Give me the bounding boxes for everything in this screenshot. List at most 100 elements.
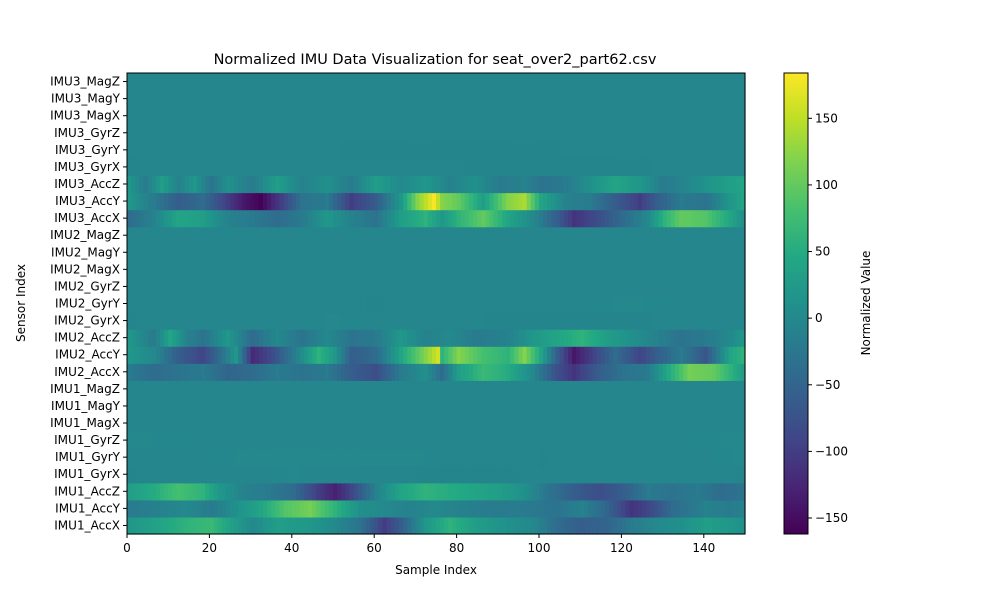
heatmap-cell [131,516,136,535]
heatmap-cell [580,90,585,108]
heatmap-cell [501,124,507,142]
heatmap-cell [415,124,421,142]
heatmap-cell [728,380,734,398]
heatmap-cell [390,346,396,364]
heatmap-cell [267,107,272,125]
heatmap-cell [415,465,421,484]
heatmap-cell [580,226,585,245]
heatmap-cell [609,363,614,381]
heatmap-cell [192,448,198,467]
heatmap-cell [407,192,412,211]
heatmap-cell [378,141,384,159]
heatmap-cell [473,499,478,518]
heatmap-cell [621,499,627,518]
heatmap-cell [695,516,701,535]
heatmap-cell [712,431,717,450]
heatmap-row-IMU1_MagZ [127,380,746,398]
heatmap-cell [740,192,746,211]
heatmap-cell [258,226,264,245]
heatmap-cell [283,260,289,279]
heatmap-cell [654,312,660,330]
heatmap-cell [444,107,449,125]
heatmap-cell [555,107,561,125]
heatmap-cell [567,363,573,381]
heatmap-cell [147,465,153,484]
heatmap-cell [403,329,408,347]
heatmap-cell [147,158,153,177]
heatmap-cell [609,346,614,364]
heatmap-cell [168,499,173,518]
heatmap-cell [539,329,544,347]
heatmap-cell [333,346,338,364]
heatmap-cell [221,516,227,535]
heatmap-cell [164,482,169,501]
heatmap-cell [699,465,705,484]
heatmap-cell [646,209,651,228]
heatmap-cell [419,448,425,467]
heatmap-cell [683,209,688,228]
heatmap-cell [534,141,540,159]
heatmap-cell [555,175,561,194]
heatmap-cell [444,209,449,228]
heatmap-cell [600,209,606,228]
heatmap-cell [489,448,495,467]
heatmap-cell [180,465,186,484]
heatmap-cell [407,448,412,467]
heatmap-cell [238,448,243,467]
heatmap-cell [456,124,462,142]
heatmap-cell [164,107,169,125]
heatmap-cell [530,90,536,108]
heatmap-cell [551,73,557,91]
heatmap-cell [539,465,544,484]
heatmap-cell [642,380,647,398]
heatmap-cell [349,243,355,262]
heatmap-cell [221,209,227,228]
heatmap-row-IMU1_MagX [127,414,746,433]
heatmap-cell [514,397,519,416]
heatmap-cell [543,260,548,279]
heatmap-cell [159,397,165,416]
heatmap-cell [695,380,701,398]
heatmap-cell [407,243,412,262]
heatmap-cell [506,141,511,159]
heatmap-cell [411,499,416,518]
heatmap-cell [621,226,627,245]
heatmap-cell [497,499,503,518]
heatmap-cell [365,499,371,518]
heatmap-cell [131,312,136,330]
heatmap-cell [250,499,256,518]
heatmap-cell [271,260,276,279]
heatmap-cell [468,414,474,433]
heatmap-cell [707,431,713,450]
heatmap-cell [493,260,499,279]
heatmap-row-IMU3_GyrX [127,158,746,177]
heatmap-cell [419,277,425,296]
heatmap-cell [271,107,276,125]
heatmap-cell [155,260,161,279]
heatmap-cell [592,107,598,125]
heatmap-cell [308,158,313,177]
heatmap-cell [275,243,281,262]
heatmap-cell [131,448,136,467]
heatmap-cell [258,346,264,364]
heatmap-cell [571,175,577,194]
heatmap-cell [563,516,569,535]
heatmap-cell [703,192,709,211]
heatmap-cell [501,73,507,91]
heatmap-cell [176,107,182,125]
heatmap-cell [205,73,210,91]
heatmap-cell [151,158,157,177]
heatmap-cell [201,380,206,398]
heatmap-cell [666,158,672,177]
heatmap-cell [629,73,635,91]
heatmap-cell [258,482,264,501]
heatmap-cell [613,90,618,108]
heatmap-cell [600,277,606,296]
heatmap-cell [341,260,346,279]
heatmap-cell [159,260,165,279]
y-tick-label: IMU2_MagX [50,262,120,276]
heatmap-cell [604,90,610,108]
heatmap-cell [201,448,206,467]
heatmap-cell [580,448,585,467]
heatmap-cell [707,294,713,313]
